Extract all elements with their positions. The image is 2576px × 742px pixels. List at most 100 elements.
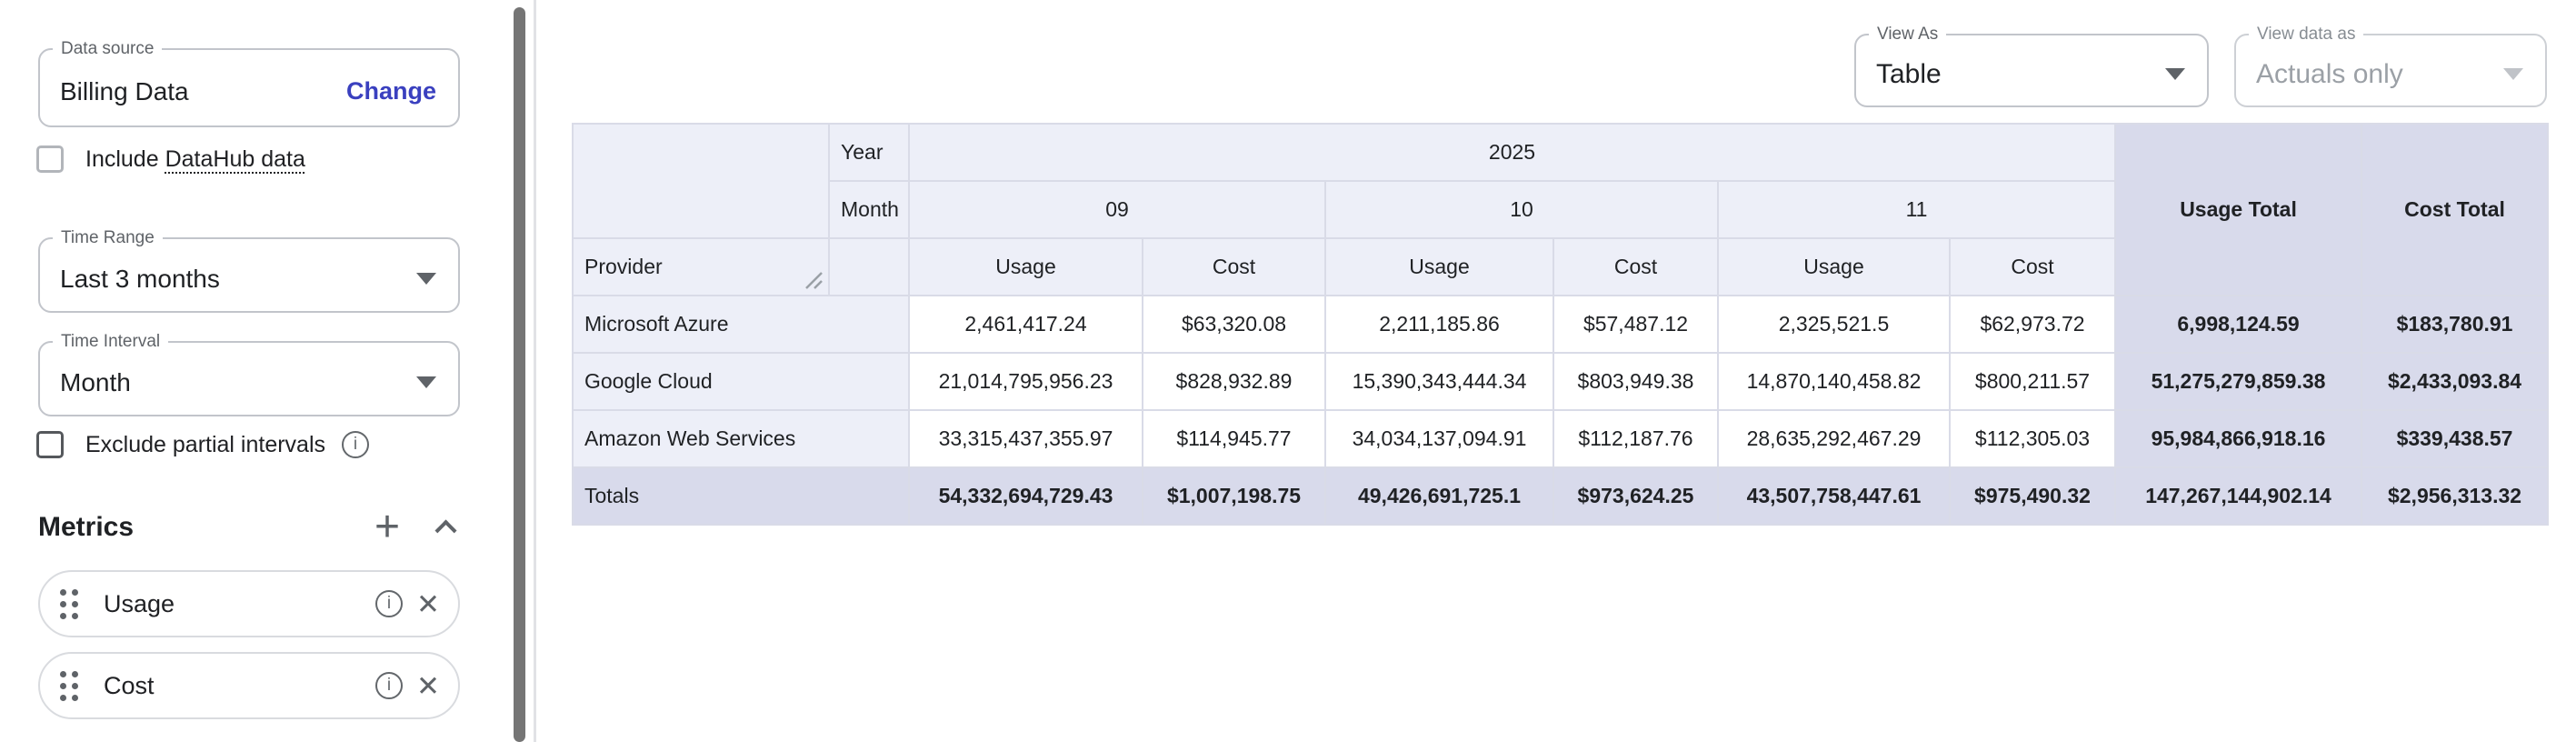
exclude-partial-checkbox[interactable]: [36, 431, 64, 458]
view-as-value: Table: [1876, 58, 1942, 89]
table-header-year-row: Year 2025 Usage Total Cost Total: [572, 123, 2550, 296]
chevron-up-icon: [434, 519, 457, 542]
metric-info-icon[interactable]: i: [375, 590, 404, 617]
provider-cell: Microsoft Azure: [572, 295, 910, 354]
metric-info-icon[interactable]: i: [375, 672, 404, 699]
include-datahub-checkbox[interactable]: [36, 145, 64, 173]
view-data-as-value: Actuals only: [2256, 58, 2403, 89]
table-header-month-row: Month 09 10 11: [573, 180, 2548, 239]
metric-header-cell: Usage: [1324, 237, 1554, 296]
time-range-label: Time Range: [61, 228, 155, 247]
totals-usage-cell: 43,507,758,447.61: [1717, 466, 1951, 526]
totals-cost-cell: $975,490.32: [1948, 466, 2117, 526]
metric-chip-label: Cost: [104, 671, 155, 699]
metric-header-cell: Cost: [1948, 237, 2117, 296]
month-cell: 11: [1716, 180, 2117, 239]
cost-cell: $828,932.89: [1142, 352, 1326, 411]
time-interval-value: Month: [60, 367, 131, 396]
add-metric-button[interactable]: +: [364, 506, 411, 549]
metric-chip-label: Usage: [104, 589, 175, 617]
usage-cell: 14,870,140,458.82: [1717, 352, 1951, 411]
billing-data-table: Year 2025 Usage Total Cost Total Month 0…: [572, 123, 2550, 526]
time-interval-select[interactable]: Time Interval Month: [38, 333, 460, 416]
include-datahub-label: Include DataHub data: [85, 145, 305, 172]
view-data-as-select: View data as Actuals only: [2234, 25, 2547, 107]
totals-cost-total-cell: $2,956,313.32: [2361, 466, 2550, 526]
usage-cell: 21,014,795,956.23: [908, 352, 1143, 411]
provider-header-cell: Provider: [572, 237, 830, 296]
provider-cell: Google Cloud: [572, 352, 910, 411]
sidebar: Data source Billing Data Change Include …: [0, 0, 514, 742]
collapse-metrics-button[interactable]: [427, 518, 464, 546]
metric-chip-cost[interactable]: Cost i ✕: [38, 652, 460, 719]
table-row: Microsoft Azure 2,461,417.24 $63,320.08 …: [572, 295, 2550, 354]
time-range-select[interactable]: Time Range Last 3 months: [38, 229, 460, 313]
exclude-partial-info-icon[interactable]: i: [342, 431, 370, 458]
totals-usage-cell: 49,426,691,725.1: [1324, 466, 1554, 526]
usage-total-header: Usage Total: [2114, 123, 2363, 296]
cost-total-header: Cost Total: [2361, 123, 2550, 296]
data-source-label: Data source: [61, 39, 155, 58]
view-as-caret-icon[interactable]: [2165, 68, 2185, 80]
usage-cell: 2,325,521.5: [1717, 295, 1951, 354]
usage-total-cell: 6,998,124.59: [2114, 295, 2363, 354]
data-source-field: Data source Billing Data Change: [38, 40, 460, 127]
metric-chip-usage[interactable]: Usage i ✕: [38, 570, 460, 637]
usage-cell: 2,211,185.86: [1324, 295, 1554, 354]
view-as-label: View As: [1877, 25, 1939, 44]
remove-metric-icon[interactable]: ✕: [416, 669, 440, 702]
table-row: Amazon Web Services 33,315,437,355.97 $1…: [572, 409, 2550, 468]
cost-cell: $62,973.72: [1948, 295, 2117, 354]
cost-cell: $57,487.12: [1553, 295, 1719, 354]
cost-cell: $112,187.76: [1553, 409, 1719, 468]
drag-handle-icon[interactable]: [60, 670, 78, 701]
totals-usage-total-cell: 147,267,144,902.14: [2114, 466, 2363, 526]
view-as-select[interactable]: View As Table: [1854, 25, 2209, 107]
year-label-cell: Year: [828, 123, 910, 182]
exclude-partial-row: Exclude partial intervals i: [36, 431, 491, 458]
column-resize-handle-icon[interactable]: [804, 270, 824, 290]
totals-usage-cell: 54,332,694,729.43: [908, 466, 1143, 526]
cost-cell: $63,320.08: [1142, 295, 1326, 354]
drag-handle-icon[interactable]: [60, 588, 78, 619]
corner-cell: [572, 123, 830, 239]
metric-header-cell: Usage: [1717, 237, 1951, 296]
metric-header-cell: Cost: [1142, 237, 1326, 296]
data-source-value: Billing Data: [60, 76, 189, 105]
usage-cell: 34,034,137,094.91: [1324, 409, 1554, 468]
sidebar-scrollbar[interactable]: [514, 7, 525, 742]
cost-total-cell: $2,433,093.84: [2361, 352, 2550, 411]
metrics-heading: Metrics: [38, 512, 135, 542]
metrics-header: Metrics +: [38, 506, 460, 549]
cost-cell: $803,949.38: [1553, 352, 1719, 411]
usage-cell: 15,390,343,444.34: [1324, 352, 1554, 411]
remove-metric-icon[interactable]: ✕: [416, 587, 440, 620]
metric-header-cell: Cost: [1553, 237, 1719, 296]
totals-cost-cell: $1,007,198.75: [1142, 466, 1326, 526]
time-interval-label: Time Interval: [61, 332, 161, 351]
totals-label-cell: Totals: [572, 466, 910, 526]
month-cell: 09: [908, 180, 1326, 239]
cost-cell: $800,211.57: [1948, 352, 2117, 411]
usage-total-cell: 51,275,279,859.38: [2114, 352, 2363, 411]
include-datahub-row: Include DataHub data: [36, 145, 473, 173]
table-header-metric-row: Provider Usage Cost Usage Cost Usage Cos…: [572, 237, 2548, 296]
cost-total-cell: $183,780.91: [2361, 295, 2550, 354]
change-data-source-button[interactable]: Change: [345, 77, 436, 105]
usage-cell: 28,635,292,467.29: [1717, 409, 1951, 468]
sidebar-divider: [534, 0, 536, 742]
metric-header-cell: Usage: [908, 237, 1143, 296]
time-interval-caret-icon[interactable]: [416, 376, 436, 388]
month-label-cell: Month: [828, 180, 910, 239]
time-range-caret-icon[interactable]: [416, 273, 436, 285]
totals-row: Totals 54,332,694,729.43 $1,007,198.75 4…: [572, 466, 2550, 526]
datahub-data-link[interactable]: DataHub data: [165, 145, 305, 172]
usage-total-cell: 95,984,866,918.16: [2114, 409, 2363, 468]
totals-cost-cell: $973,624.25: [1553, 466, 1719, 526]
year-value-cell: 2025: [907, 123, 2117, 182]
exclude-partial-label: Exclude partial intervals: [85, 431, 326, 457]
table-row: Google Cloud 21,014,795,956.23 $828,932.…: [572, 352, 2550, 411]
month-cell: 10: [1324, 180, 1719, 239]
usage-cell: 2,461,417.24: [908, 295, 1143, 354]
provider-cell: Amazon Web Services: [572, 409, 910, 468]
